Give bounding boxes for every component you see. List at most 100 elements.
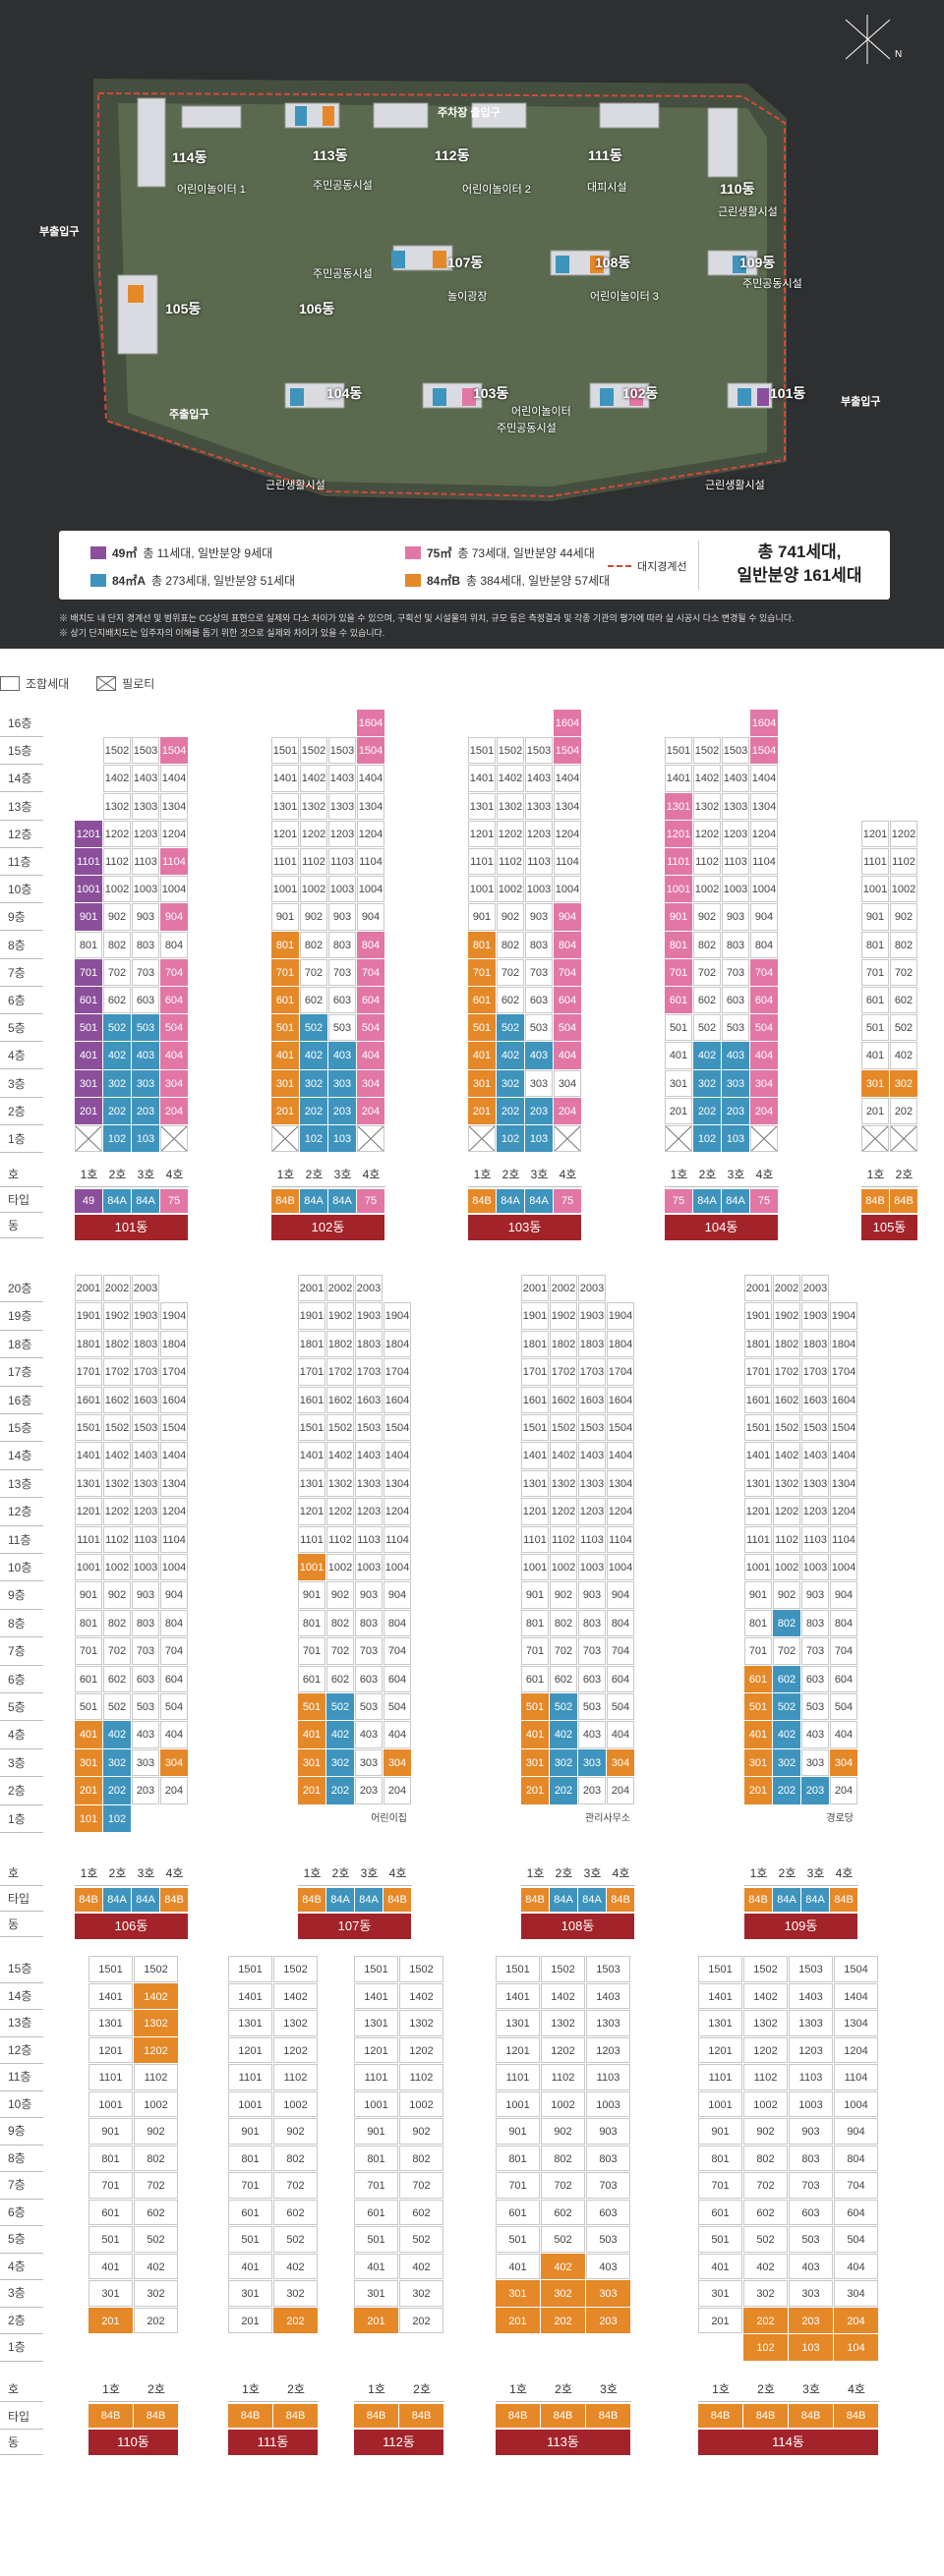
unit-cell: 502	[773, 1693, 800, 1721]
unit-cell: 303	[355, 1748, 383, 1777]
unit-cell: 504	[160, 1014, 188, 1042]
unit-cell: 501	[75, 1693, 102, 1721]
unit-cell: 701	[75, 958, 102, 986]
unit-cell: 1303	[722, 792, 749, 820]
unit-cell: 902	[300, 903, 327, 931]
unit-cell: 501	[698, 2226, 742, 2253]
unit-cell: 602	[134, 2199, 178, 2225]
floor-label: 8층	[0, 932, 43, 959]
unit-cell: 2002	[550, 1275, 577, 1302]
unit-cell: 802	[743, 2145, 788, 2171]
unit-cell: 302	[550, 1748, 577, 1777]
unit-cell: 503	[132, 1693, 159, 1721]
unit-cell: 1004	[607, 1554, 634, 1581]
unit-cell: 201	[496, 2307, 540, 2333]
unit-cell: 1004	[554, 876, 581, 903]
unit-cell: 803	[722, 931, 749, 958]
note-1: ※ 배치도 내 단지 경계선 및 범위표는 CG상의 표현으로 실제와 다소 차…	[59, 613, 795, 623]
unit-cell: 903	[328, 903, 356, 931]
unit-cell: 602	[890, 987, 917, 1014]
unit-cell: 202	[550, 1777, 577, 1804]
unit-cell: 1104	[750, 848, 778, 876]
unit-cell: 1302	[326, 1469, 354, 1498]
unit-cell: 2002	[773, 1275, 800, 1302]
unit-cell: 701	[698, 2172, 742, 2199]
unit-cell: 502	[890, 1014, 917, 1042]
unit-cell: 401	[228, 2253, 272, 2279]
unit-cell: 804	[160, 1609, 188, 1637]
unit-cell: 1501	[298, 1414, 325, 1442]
unit-cell: 702	[743, 2172, 788, 2199]
unit-cell: 204	[750, 1097, 778, 1124]
floor-label: 11층	[0, 2064, 43, 2091]
unit-cell: 1503	[132, 737, 159, 765]
unit-cell: 1103	[578, 1525, 606, 1553]
unit-cell: 1101	[298, 1525, 325, 1553]
ho-label: 3호	[578, 1860, 607, 1886]
unit-cell: 1402	[693, 765, 721, 792]
unit-cell: 1601	[75, 1386, 102, 1413]
type-label: 84B	[88, 2404, 133, 2428]
unit-cell: 1102	[103, 848, 131, 876]
unit-cell: 401	[744, 1721, 772, 1748]
unit-cell: 1304	[554, 792, 581, 820]
unit-cell: 202	[541, 2307, 585, 2333]
floor-label: 14층	[0, 765, 43, 793]
total-line-2: 일반분양 161세대	[737, 566, 862, 585]
unit-cell: 1602	[326, 1386, 354, 1413]
floor-label: 4층	[0, 1721, 43, 1749]
floor-label: 10층	[0, 2091, 43, 2118]
building-label: 103동	[473, 385, 509, 401]
notes: ※ 배치도 내 단지 경계선 및 범위표는 CG상의 표현으로 실제와 다소 차…	[59, 611, 795, 641]
unit-cell: 1903	[132, 1302, 159, 1330]
unit-cell: 1402	[541, 1982, 585, 2009]
unit-cell: 1003	[578, 1554, 606, 1581]
unit-cell: 1502	[541, 1956, 585, 1982]
unit-cell: 1103	[355, 1525, 383, 1553]
unit-cell: 1503	[328, 737, 356, 765]
unit-cell: 504	[607, 1693, 634, 1721]
floor-label: 5층	[0, 2226, 43, 2254]
unit-cell: 403	[578, 1721, 606, 1748]
floor-label: 16층	[0, 1387, 43, 1414]
type-label: 84B	[890, 1189, 917, 1213]
piloti-box-icon	[96, 675, 117, 691]
unit-cell: 401	[496, 2253, 540, 2279]
unit-cell: 1802	[550, 1330, 577, 1358]
unit-cell: 801	[88, 2145, 133, 2171]
unit-cell: 303	[789, 2280, 833, 2307]
unit-cell: 1202	[550, 1498, 577, 1525]
ho-label: 4호	[830, 1860, 858, 1886]
unit-cell: 1201	[861, 820, 889, 847]
building-label: 112동	[435, 147, 470, 163]
ho-label: 2호	[743, 2376, 789, 2402]
unit-cell: 1703	[801, 1358, 829, 1386]
unit-cell: 801	[521, 1609, 549, 1637]
unit-cell: 204	[384, 1777, 411, 1804]
unit-cell: 1502	[773, 1414, 800, 1442]
unit-cell: 803	[355, 1609, 383, 1637]
unit-cell: 1103	[586, 2064, 630, 2090]
piloti-cell	[554, 1125, 581, 1153]
dong-row-label: 동	[0, 1912, 43, 1937]
ho-label: 2호	[300, 1162, 328, 1187]
unit-cell: 1401	[665, 765, 692, 792]
unit-cell: 1301	[271, 792, 299, 820]
ho-label: 4호	[160, 1162, 189, 1187]
ho-label: 2호	[550, 1860, 578, 1886]
unit-cell: 201	[75, 1777, 102, 1804]
unit-cell: 601	[88, 2199, 133, 2225]
unit-cell: 1002	[103, 876, 131, 903]
unit-cell: 602	[773, 1665, 800, 1692]
unit-cell: 401	[354, 2253, 398, 2279]
ho-label: 2호	[273, 2376, 319, 2402]
type-row-label: 타입	[0, 1886, 43, 1912]
unit-cell: 103	[789, 2334, 833, 2361]
unit-cell: 1101	[354, 2064, 398, 2090]
unit-cell: 202	[103, 1777, 131, 1804]
ho-label: 1호	[744, 1860, 773, 1886]
ho-label: 2호	[326, 1860, 355, 1886]
unit-cell: 501	[88, 2226, 133, 2253]
type-label: 84B	[521, 1888, 549, 1912]
unit-cell: 1101	[698, 2064, 742, 2090]
